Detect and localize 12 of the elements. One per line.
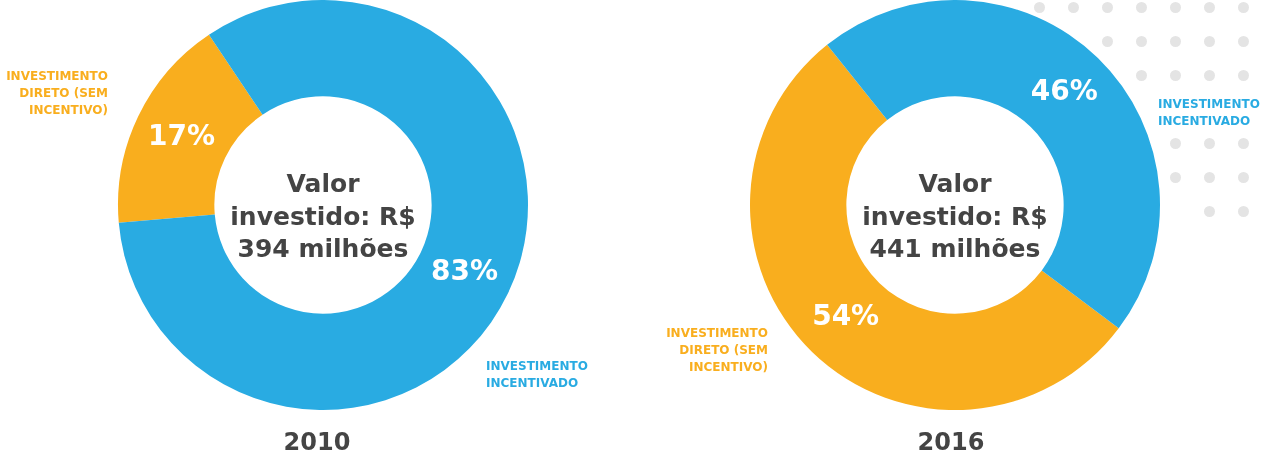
slice-label: INVESTIMENTO INCENTIVADO: [486, 358, 589, 392]
text: Valor investido: R$ 394 milhões: [230, 169, 416, 263]
slice-label: INVESTIMENTO DIRETO (SEM INCENTIVO): [665, 325, 768, 376]
slice-label: INVESTIMENTO DIRETO (SEM INCENTIVO): [5, 68, 108, 119]
slice-label: INVESTIMENTO INCENTIVADO: [1158, 96, 1261, 130]
data-label: 46%: [1030, 73, 1098, 107]
text: 2016: [916, 428, 986, 456]
text: 2010: [282, 428, 352, 456]
data-label: 17%: [148, 118, 216, 152]
data-label: 83%: [430, 254, 498, 288]
text: Valor investido: R$ 441 milhões: [861, 168, 1049, 265]
data-label: 54%: [812, 298, 880, 332]
